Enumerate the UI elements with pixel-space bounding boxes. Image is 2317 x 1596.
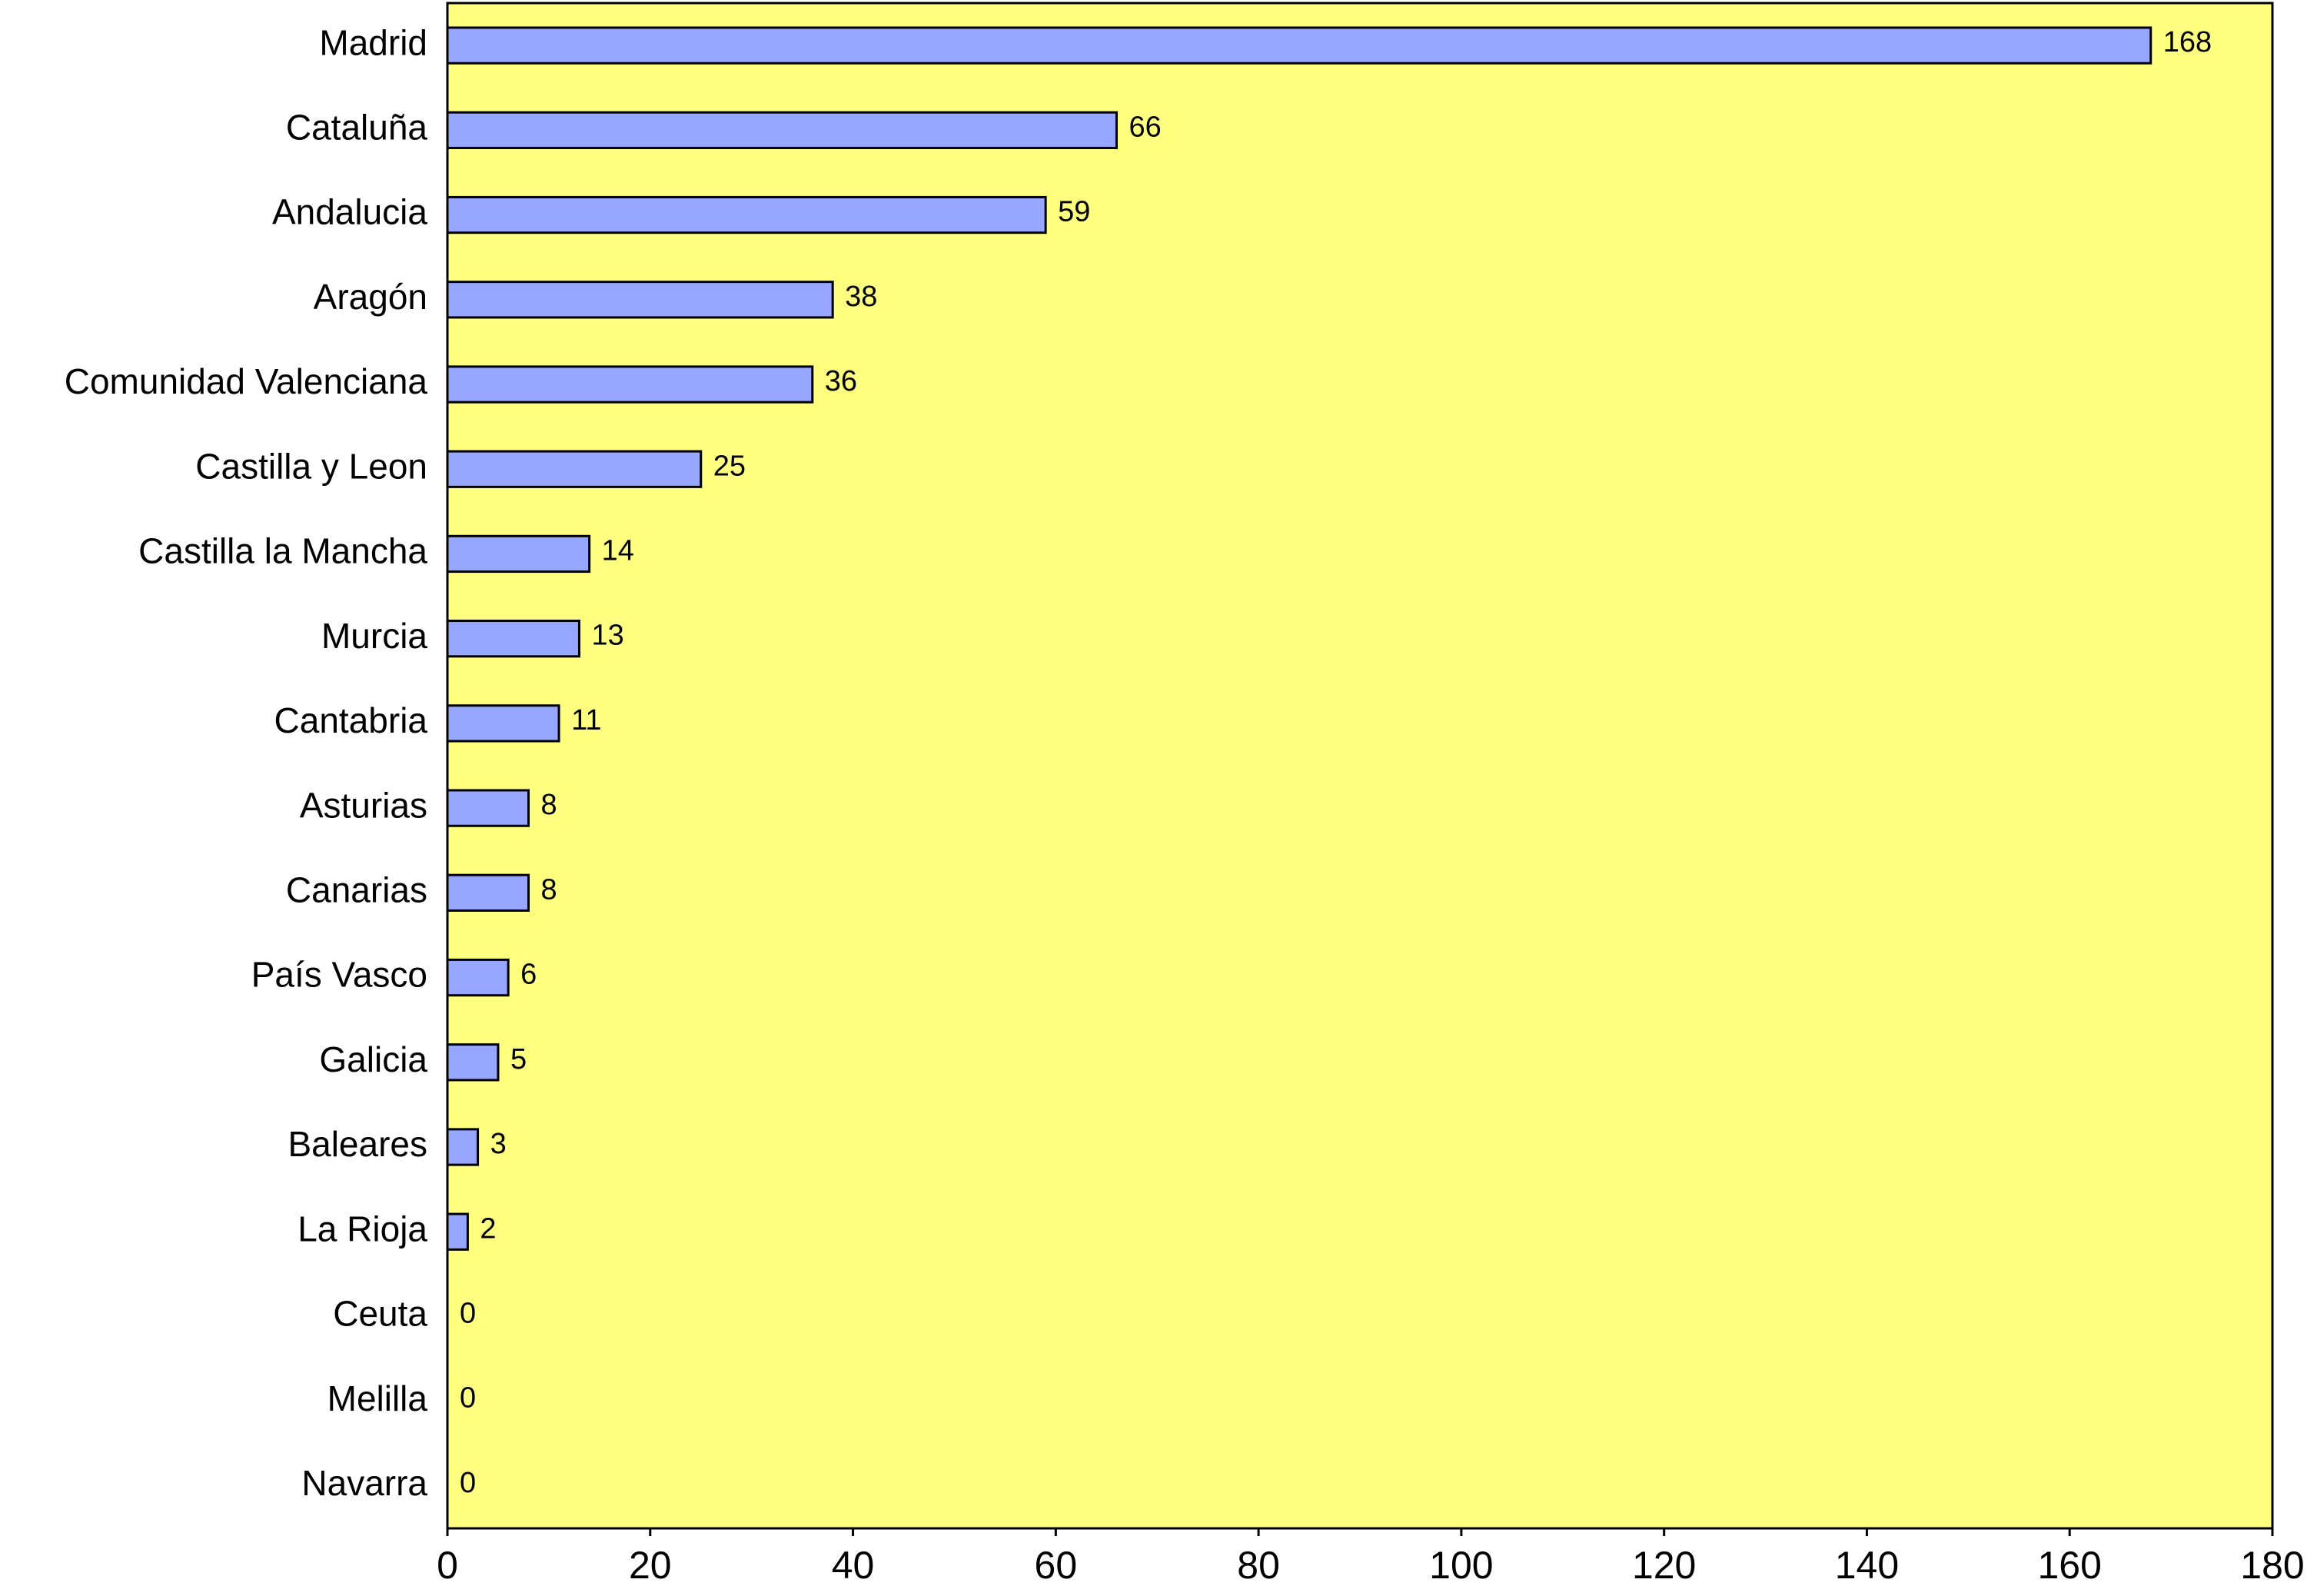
bar [446, 1212, 469, 1251]
y-tick-label: Canarias [286, 869, 427, 909]
plot-area [446, 2, 2274, 1530]
value-label: 0 [460, 1467, 476, 1499]
y-tick-label: Aragón [314, 277, 427, 317]
value-label: 0 [460, 1382, 476, 1415]
y-tick-label: Murcia [321, 616, 427, 656]
value-label: 8 [541, 789, 557, 821]
bar [446, 620, 580, 658]
x-tick-label: 120 [1632, 1544, 1696, 1587]
y-tick-label: Cantabria [274, 700, 428, 740]
y-tick-label: Madrid [319, 22, 427, 62]
bar [446, 365, 814, 404]
y-tick-label: Cataluña [286, 107, 428, 147]
y-tick-label: Castilla y Leon [195, 446, 427, 486]
y-tick-label: Ceuta [333, 1294, 427, 1334]
value-label: 0 [460, 1297, 476, 1329]
x-tick-label: 140 [1835, 1544, 1899, 1587]
bar [446, 450, 703, 488]
value-label: 168 [2163, 26, 2212, 58]
value-label: 3 [490, 1128, 507, 1160]
value-label: 11 [571, 704, 601, 736]
x-tick-label: 180 [2240, 1544, 2304, 1587]
bar [446, 195, 1047, 234]
x-tick-label: 60 [1035, 1544, 1078, 1587]
bar [446, 111, 1118, 149]
y-tick-label: Comunidad Valenciana [65, 361, 428, 401]
value-label: 36 [825, 365, 857, 397]
y-tick-label: Baleares [288, 1124, 427, 1164]
y-tick-label: Navarra [301, 1463, 427, 1503]
bar [446, 958, 510, 997]
value-label: 59 [1058, 196, 1090, 228]
x-tick-label: 160 [2038, 1544, 2102, 1587]
x-tick-label: 80 [1237, 1544, 1280, 1587]
value-label: 2 [480, 1212, 496, 1245]
bar [446, 281, 834, 319]
value-label: 8 [541, 873, 557, 906]
bar [446, 26, 2152, 65]
x-tick-label: 20 [629, 1544, 672, 1587]
bar [446, 704, 560, 743]
bar [446, 1043, 500, 1082]
y-tick-label: Andalucia [272, 192, 427, 232]
y-tick-label: La Rioja [298, 1209, 427, 1249]
value-label: 25 [713, 450, 746, 482]
value-label: 66 [1129, 111, 1161, 143]
y-tick-label: País Vasco [251, 955, 427, 995]
value-label: 5 [510, 1043, 527, 1076]
bar [446, 534, 591, 574]
y-tick-label: Asturias [300, 785, 427, 825]
x-tick-label: 40 [832, 1544, 875, 1587]
value-label: 38 [845, 281, 877, 313]
x-tick-label: 0 [437, 1544, 458, 1587]
bar [446, 1128, 480, 1166]
value-label: 13 [591, 620, 623, 652]
y-tick-label: Galicia [319, 1039, 427, 1079]
value-label: 14 [602, 534, 634, 567]
value-label: 6 [520, 959, 537, 991]
bar [446, 873, 530, 912]
y-tick-label: Melilla [327, 1378, 428, 1418]
bar [446, 789, 530, 827]
x-tick-label: 100 [1429, 1544, 1493, 1587]
y-tick-label: Castilla la Mancha [138, 531, 427, 571]
